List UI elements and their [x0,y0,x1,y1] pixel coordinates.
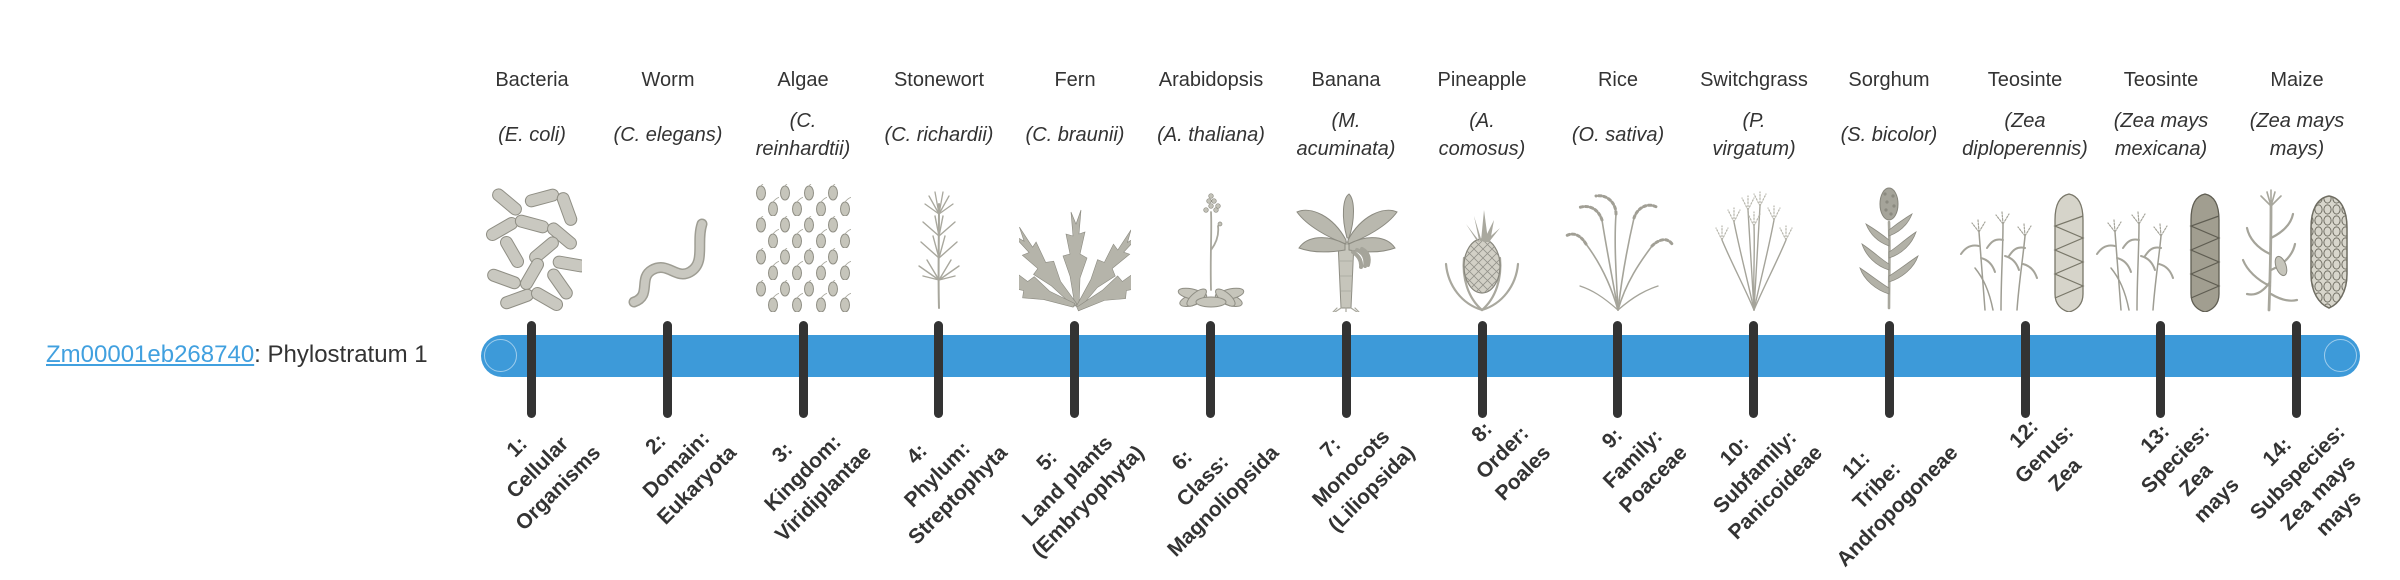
species-name: (O. sativa) [1571,124,1665,146]
column-title: Teosinte [2123,69,2199,91]
fern-icon [1019,209,1131,312]
species-name: (M. acuminata) [1296,110,1396,160]
tick-mark-5 [1070,321,1079,418]
tick-mark-1 [527,321,536,418]
bar-end-ring-left [484,339,517,372]
maize-icon [2241,189,2348,312]
stratum-label-11: 11: Tribe: Andropogoneae [1832,441,1963,572]
column-title: Pineapple [1437,69,1527,91]
column-title: Stonewort [893,69,985,91]
column-title: Worm [641,69,695,91]
column-title: Switchgrass [1700,69,1808,91]
worm-icon [628,218,708,308]
stratum-label-5: 5: Land plants (Embryophyta) [1017,431,1149,563]
column-title: Sorghum [1848,69,1930,91]
stratum-label-8: 8: Order: Poales [1467,417,1556,506]
tick-mark-9 [1613,321,1622,418]
arabidopsis-icon [1177,193,1245,308]
algae-icon [755,184,851,312]
tick-mark-13 [2156,321,2165,418]
bacteria-icon [485,188,582,311]
column-title: Fern [1054,69,1096,91]
tick-mark-8 [1478,321,1487,418]
sorghum-icon [1859,187,1919,310]
column-title: Arabidopsis [1158,69,1264,91]
species-name: (E. coli) [498,124,566,146]
gene-caption: Zm00001eb268740: Phylostratum 1 [46,340,428,370]
rice-icon [1564,194,1674,311]
species-name: (P. virgatum) [1712,110,1796,160]
teosinte-mexicana-icon [2096,193,2221,312]
species-name: (Zea mays mexicana) [2113,110,2209,160]
column-title: Maize [2270,69,2324,91]
tick-mark-10 [1749,321,1758,418]
switchgrass-icon [1715,191,1793,311]
stratum-label-9: 9: Family: Poaceae [1597,423,1692,518]
stratum-label-3: 3: Kingdom: Viridiplantae [760,430,877,547]
stratum-label-12: 12: Genus: Zea [2004,414,2086,496]
tick-mark-12 [2021,321,2030,418]
tick-mark-4 [934,321,943,418]
species-name: (Zea mays mays) [2249,110,2345,160]
gene-id-link[interactable]: Zm00001eb268740 [46,341,255,368]
column-title: Algae [777,69,829,91]
phylostratum-bar [481,335,2360,377]
column-title: Rice [1597,69,1638,91]
species-name: (C. braunii) [1025,124,1125,146]
species-name: (A. thaliana) [1157,124,1265,146]
species-name: (A. comosus) [1438,110,1526,160]
stratum-label-7: 7: Monocots (Liliopsida) [1307,425,1420,537]
stratum-label-6: 6: Class: Magnoliopsida [1163,441,1284,562]
stratum-label-1: 1: Cellular Organisms [502,432,606,535]
tick-mark-14 [2292,321,2301,418]
species-name: (C. elegans) [613,124,723,146]
bar-end-ring-right [2324,339,2357,372]
species-name: (C. reinhardtii) [755,110,851,160]
column-title: Teosinte [1987,69,2063,91]
column-title: Bacteria [495,69,569,91]
gene-caption-suffix: : Phylostratum 1 [254,341,428,368]
pineapple-icon [1444,210,1520,312]
stratum-label-4: 4: Phylum: Streptophyta [900,437,1013,549]
tick-mark-2 [663,321,672,418]
species-name: (Zea diploperennis) [1962,110,2088,160]
species-name: (S. bicolor) [1840,124,1938,146]
stratum-label-14: 14: Subspecies: Zea mays mays [2246,420,2367,541]
column-title: Banana [1311,69,1381,91]
stonewort-icon [918,191,960,309]
tick-mark-6 [1206,321,1215,418]
tick-mark-3 [799,321,808,418]
tick-mark-7 [1342,321,1351,418]
banana-icon [1296,193,1398,312]
tick-mark-11 [1885,321,1894,418]
species-name: (C. richardii) [884,124,994,146]
stratum-label-2: 2: Domain: Eukaryota [639,426,742,530]
stratum-label-13: 13: Species: Zea mays [2135,419,2244,528]
teosinte-diploperennis-icon [1960,193,2085,312]
